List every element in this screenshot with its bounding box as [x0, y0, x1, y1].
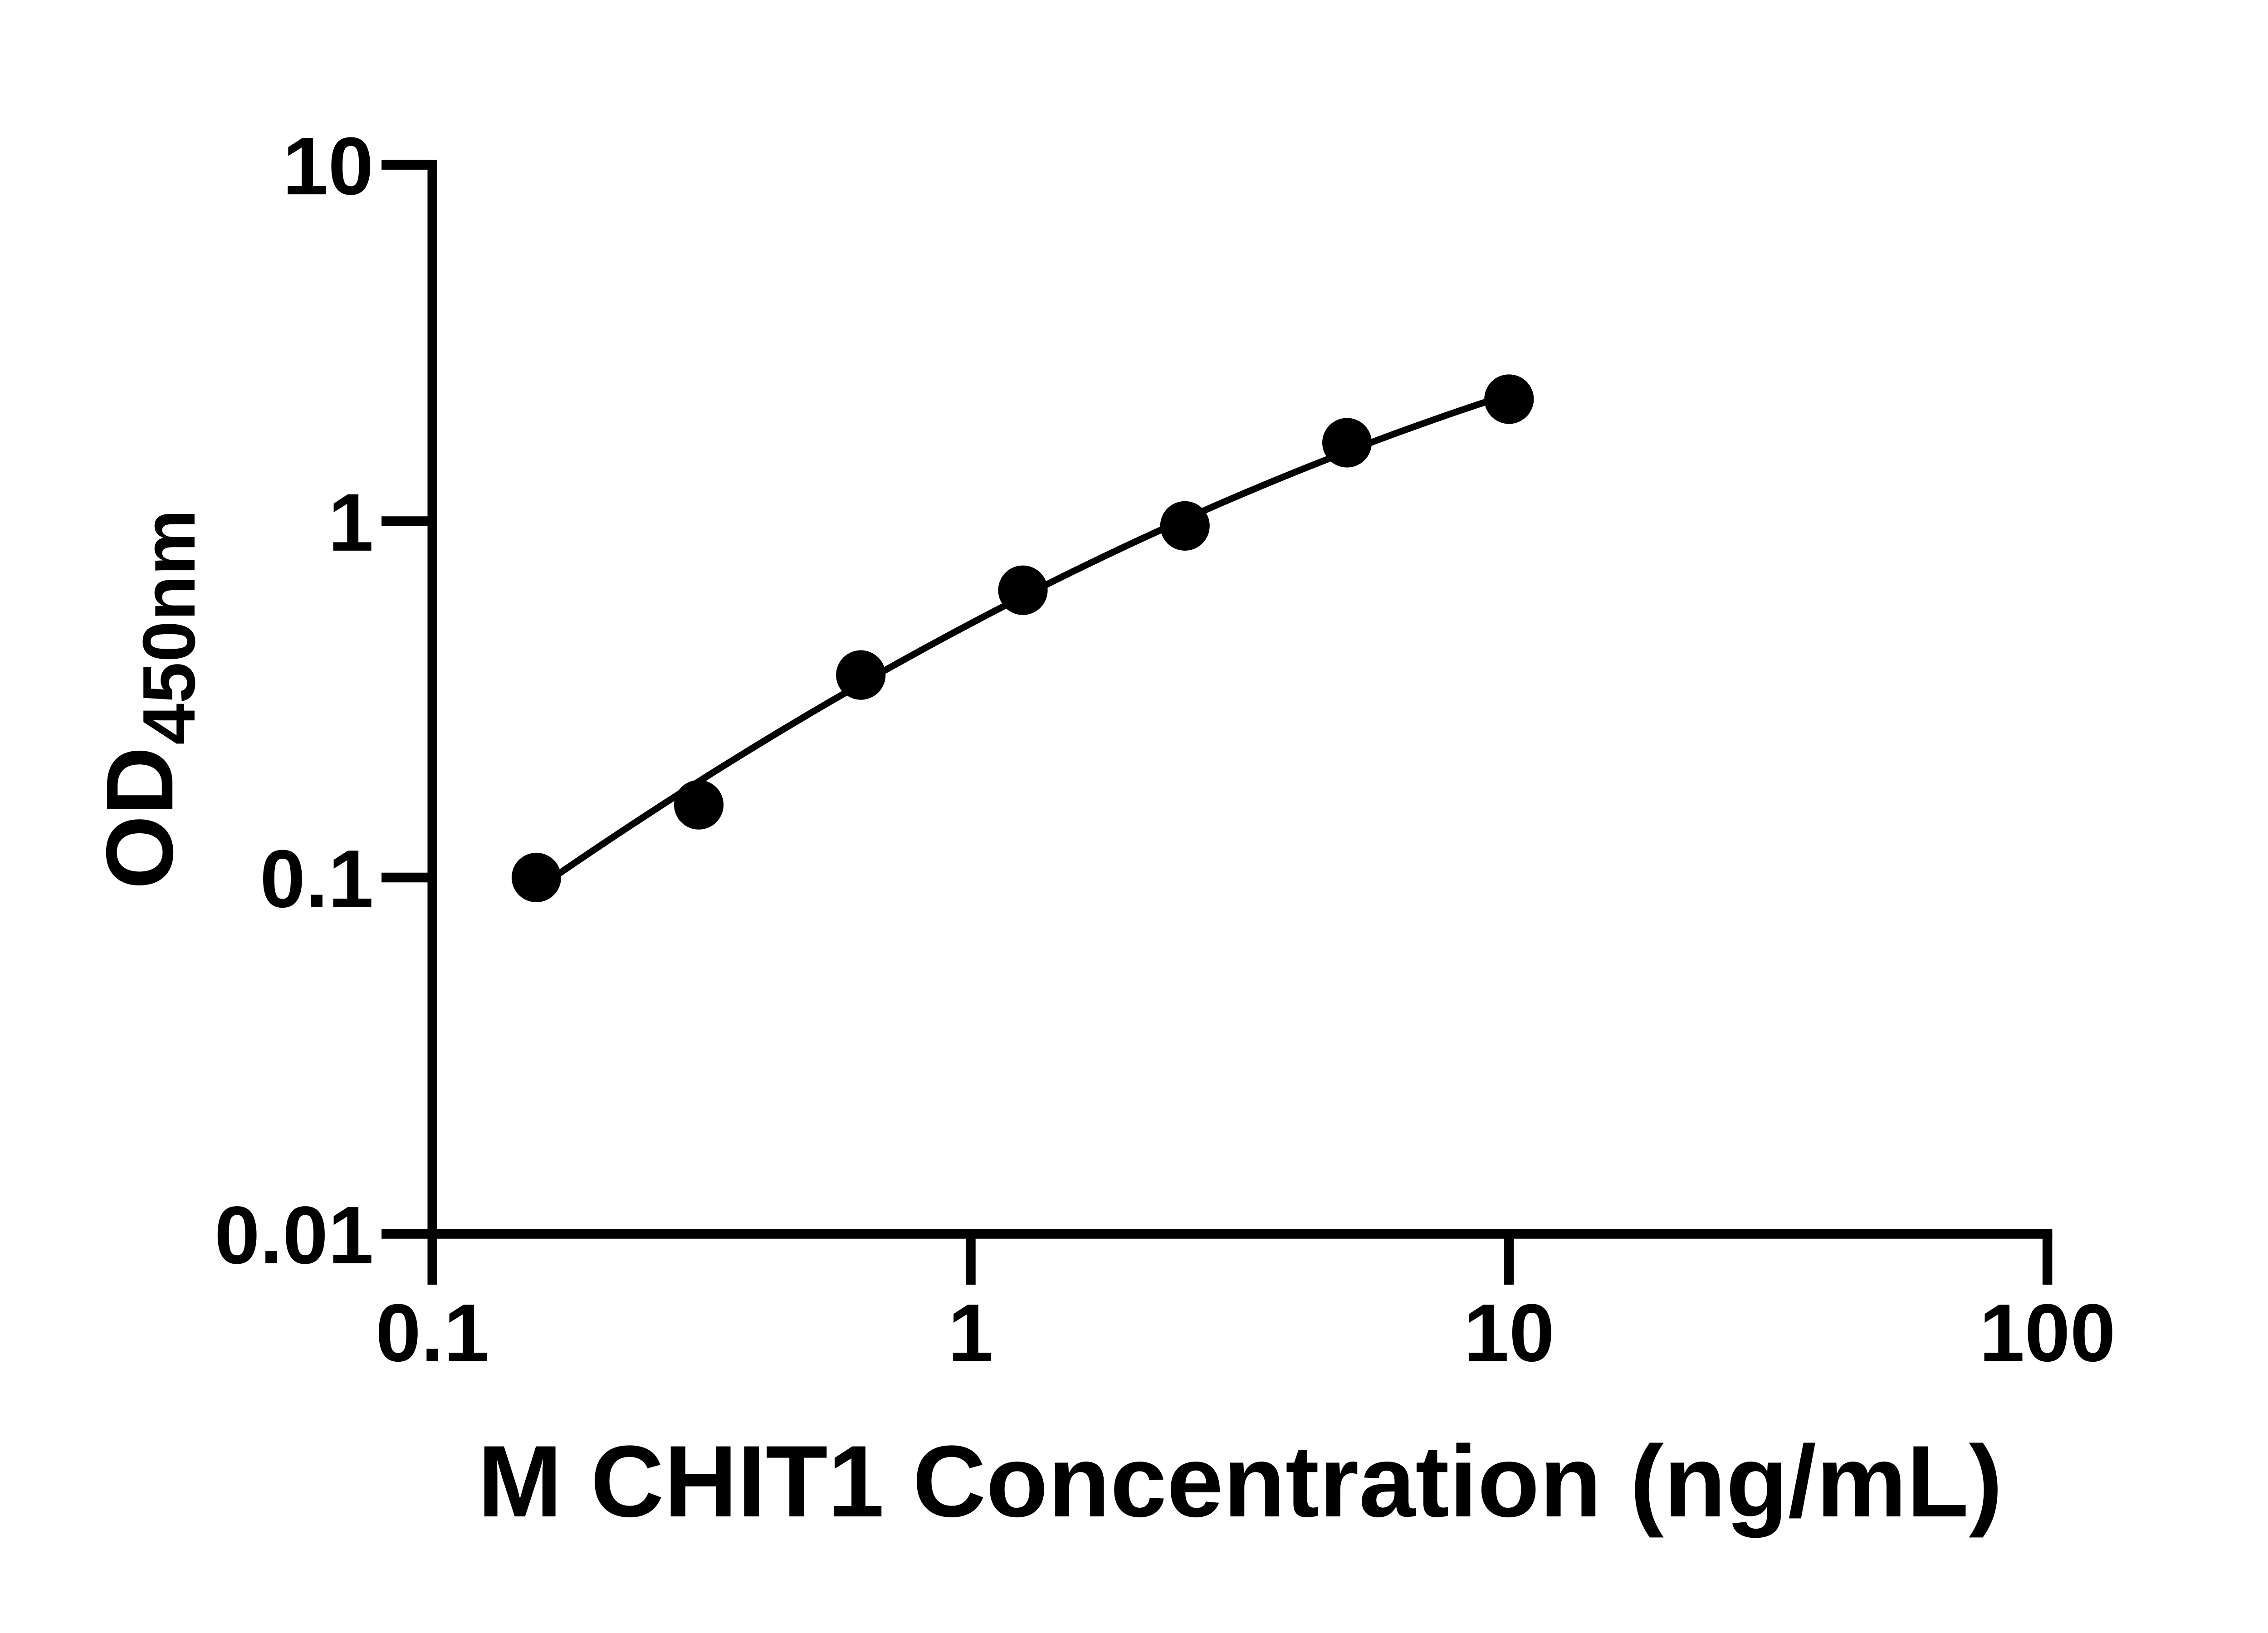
y-axis-title-main: OD	[87, 747, 193, 889]
x-axis-title: M CHIT1 Concentration (ng/mL)	[478, 1424, 2003, 1538]
ticks-group	[381, 160, 2053, 1285]
y-tick-label: 0.1	[260, 833, 374, 924]
data-point	[674, 780, 724, 830]
data-point	[1160, 501, 1210, 551]
y-tick-label: 0.01	[215, 1190, 374, 1281]
x-tick-label: 0.1	[376, 1287, 489, 1379]
y-tick-label: 1	[328, 477, 373, 568]
data-point	[511, 852, 562, 903]
data-point	[836, 650, 886, 700]
axes-group	[427, 160, 2053, 1239]
points-group	[511, 374, 1534, 903]
data-point	[998, 565, 1048, 615]
y-axis-title: OD 450nm	[87, 509, 210, 889]
data-point	[1322, 418, 1372, 468]
x-tick-label: 1	[948, 1287, 993, 1379]
y-axis-title-subscript: 450nm	[127, 509, 210, 745]
x-tick-label: 100	[1979, 1287, 2116, 1379]
y-tick-label: 10	[283, 121, 374, 212]
data-point	[1484, 374, 1534, 424]
x-tick-label: 10	[1464, 1287, 1555, 1379]
